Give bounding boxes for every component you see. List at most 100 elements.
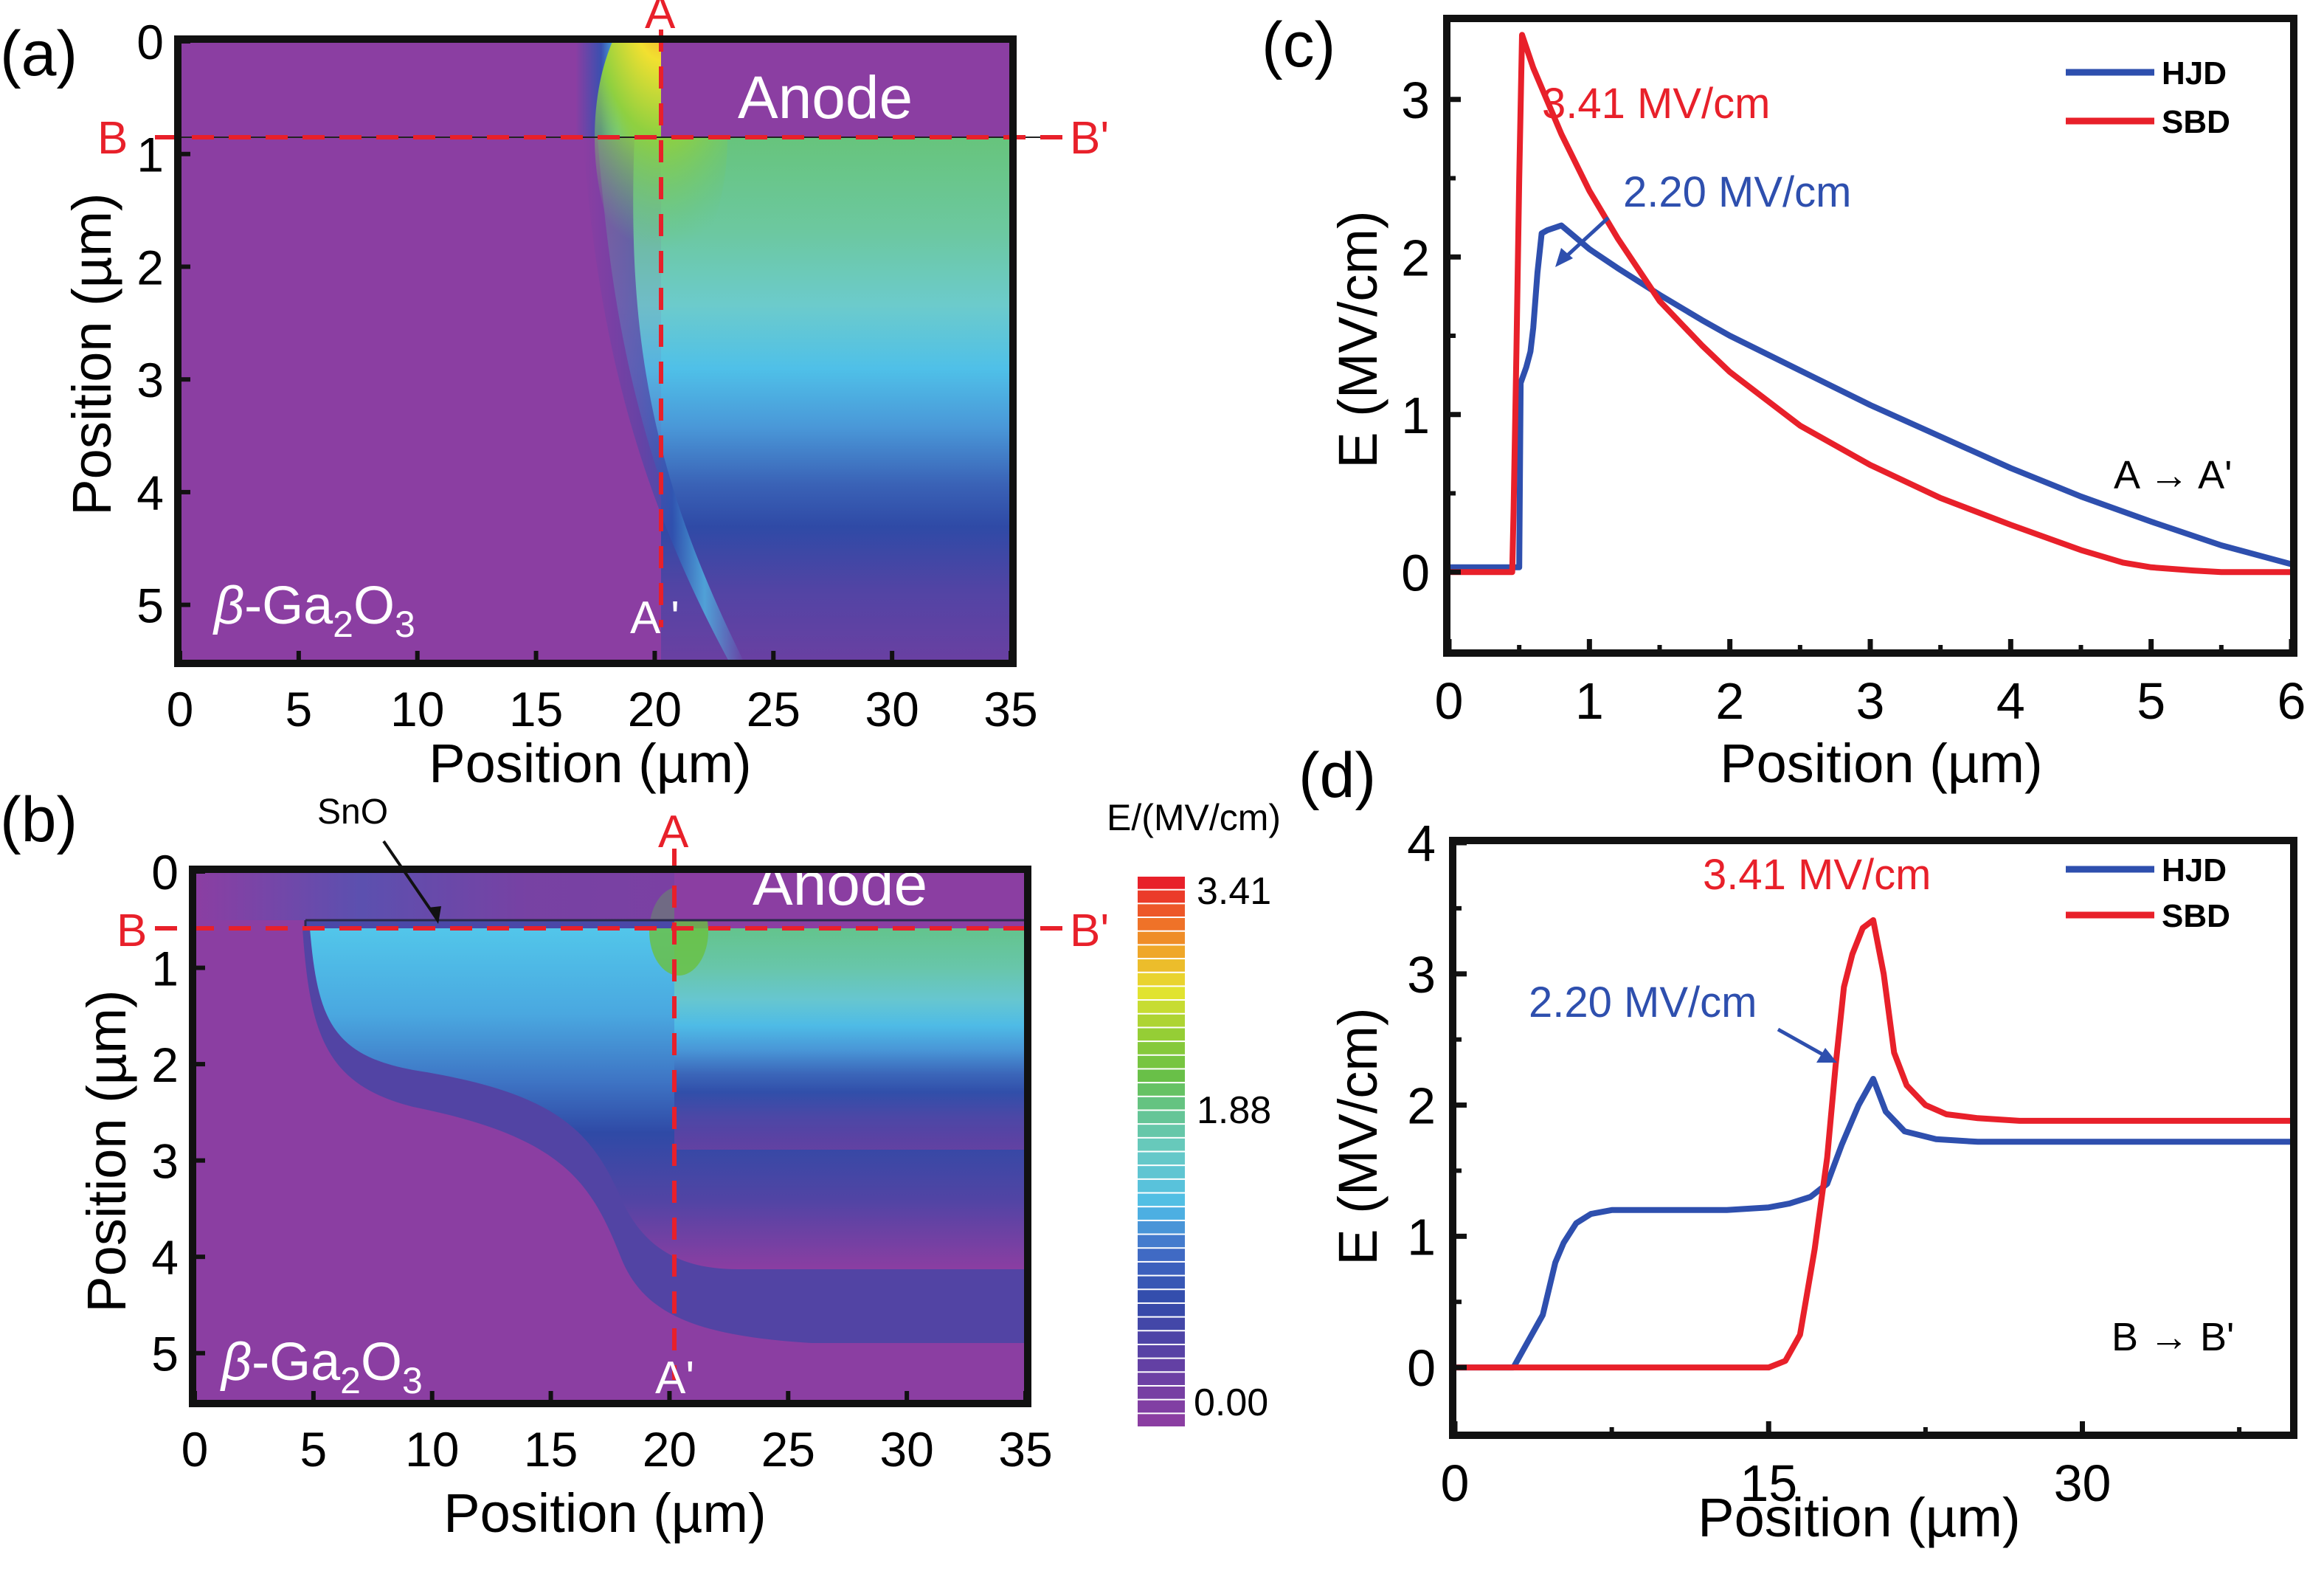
panel-a: (a) Anode β-Ga2O3 A A ' B B' 0 5 10 15 20 25 3… <box>0 0 1109 794</box>
plot-frame-c <box>1443 15 2297 657</box>
panel-label-b: (b) <box>0 784 77 855</box>
hjd-peak-arrowhead-icon-d <box>1816 1048 1837 1063</box>
cut-label-b-start-a: B <box>97 113 128 164</box>
colorbar-level <box>1138 1400 1185 1413</box>
colorbar-level <box>1138 1028 1185 1041</box>
axes-c: 0 1 2 3 4 5 6 0 1 2 3 <box>1401 72 2306 730</box>
colorbar-swatches <box>1138 877 1185 1426</box>
ytick-label-c: 0 <box>1401 544 1430 601</box>
colorbar-level <box>1138 1193 1185 1207</box>
colorbar-level <box>1138 959 1185 972</box>
ytick-label-a: 5 <box>136 579 164 633</box>
xtick-label-d: 0 <box>1441 1454 1470 1512</box>
colorbar-tick-min: 0.00 <box>1194 1381 1268 1424</box>
xlabel-b: Position (µm) <box>443 1482 766 1544</box>
series-line-hjd-d <box>1455 1076 2292 1371</box>
annotation-sbd-peak-d: 3.41 MV/cm <box>1703 851 1931 899</box>
colorbar-level <box>1138 1345 1185 1358</box>
xtick-label-b: 0 <box>181 1422 209 1477</box>
ytick-label-c: 3 <box>1401 72 1430 129</box>
xtick-label-a: 5 <box>285 682 312 736</box>
colorbar-level <box>1138 890 1185 903</box>
xtick-label-b: 30 <box>879 1422 933 1477</box>
ytick-label-c: 1 <box>1401 387 1430 444</box>
colorbar-level <box>1138 1386 1185 1399</box>
colorbar-level <box>1138 1373 1185 1385</box>
colorbar-level <box>1138 1249 1185 1261</box>
cut-label-b-end-b: B' <box>1070 905 1109 956</box>
series-line-hjd-c <box>1449 222 2292 570</box>
panel-b: (b) Anode β-Ga2O3 SnO A A' B B' 0 5 10 15 20… <box>0 784 1109 1544</box>
colorbar-level <box>1138 1097 1185 1110</box>
material-label-b: β-Ga2O3 <box>220 1333 423 1401</box>
heatmap-b <box>195 871 1026 1401</box>
xlabel-d: Position (µm) <box>1698 1487 2020 1548</box>
xtick-label-a: 20 <box>628 682 682 736</box>
annotation-sbd-peak-c: 3.41 MV/cm <box>1542 80 1770 128</box>
cut-label-b-start-b: B <box>117 905 147 956</box>
legend-c: HJD SBD <box>2066 55 2230 140</box>
xtick-label-b: 15 <box>524 1422 578 1477</box>
ytick-label-a: 3 <box>136 353 164 407</box>
cut-label-a-start-b: A <box>658 807 689 857</box>
xtick-label-c: 0 <box>1435 672 1464 730</box>
colorbar-level <box>1138 1290 1185 1302</box>
ytick-label-c: 2 <box>1401 229 1430 286</box>
cut-label-d: B → B' <box>2112 1315 2234 1359</box>
xtick-label-a: 10 <box>390 682 444 736</box>
ytick-label-b: 0 <box>151 845 179 900</box>
heatmap-b-field-region <box>674 928 1026 1150</box>
ytick-label-d: 1 <box>1407 1208 1436 1266</box>
colorbar-tick-mid: 1.88 <box>1197 1089 1271 1132</box>
ytick-label-d: 3 <box>1407 946 1436 1004</box>
colorbar-level <box>1138 1317 1185 1330</box>
colorbar-level <box>1138 945 1185 959</box>
material-label-a: β-Ga2O3 <box>212 576 415 645</box>
annotation-hjd-peak-c: 2.20 MV/cm <box>1623 168 1851 216</box>
colorbar-level <box>1138 1221 1185 1234</box>
legend-label-hjd-d: HJD <box>2162 852 2227 888</box>
legend-label-sbd-d: SBD <box>2162 898 2230 934</box>
xtick-label-c: 3 <box>1856 672 1885 730</box>
cut-label-a-start: A <box>645 0 676 38</box>
xtick-label-c: 5 <box>2137 672 2165 730</box>
series-line-sbd-c <box>1449 32 2292 576</box>
ytick-label-d: 2 <box>1407 1077 1436 1135</box>
sno-arrowhead-icon <box>428 906 441 924</box>
colorbar-level <box>1138 931 1185 945</box>
anode-label-b: Anode <box>753 851 927 918</box>
colorbar-level <box>1138 987 1185 1000</box>
plot-area-d <box>1455 917 2292 1371</box>
ytick-label-b: 5 <box>151 1327 179 1381</box>
xtick-label-b: 10 <box>405 1422 459 1477</box>
xtick-label-b: 35 <box>998 1422 1052 1477</box>
panel-label-c: (c) <box>1262 10 1335 80</box>
colorbar-level <box>1138 1042 1185 1054</box>
ytick-label-b: 3 <box>151 1134 179 1189</box>
xtick-label-b: 20 <box>643 1422 696 1477</box>
ytick-label-a: 1 <box>136 128 164 182</box>
colorbar-level <box>1138 1235 1185 1248</box>
ytick-label-b: 2 <box>151 1038 179 1092</box>
plot-area-c <box>1449 32 2292 576</box>
colorbar-level <box>1138 1414 1185 1426</box>
cut-label-a-end: A ' <box>630 593 679 643</box>
colorbar-level <box>1138 1179 1185 1192</box>
heatmap-a-depletion-edge <box>598 137 1011 661</box>
xtick-label-c: 1 <box>1575 672 1604 730</box>
xtick-label-a: 15 <box>509 682 563 736</box>
ylabel-d: E (MV/cm) <box>1327 1007 1388 1265</box>
xtick-label-c: 6 <box>2278 672 2306 730</box>
series-line-sbd-d <box>1455 917 2292 1371</box>
xtick-label-c: 4 <box>1996 672 2025 730</box>
xlabel-a: Position (µm) <box>429 733 751 794</box>
xtick-label-d: 15 <box>1740 1454 1797 1512</box>
colorbar-level <box>1138 1276 1185 1289</box>
anode-block-a <box>661 41 1011 137</box>
heatmap-a-gradient-edge <box>583 137 744 661</box>
xtick-label-a: 0 <box>167 682 194 736</box>
colorbar-level <box>1138 1166 1185 1178</box>
cut-label-a-end-b: A' <box>655 1353 694 1404</box>
anode-label-a: Anode <box>738 64 913 131</box>
